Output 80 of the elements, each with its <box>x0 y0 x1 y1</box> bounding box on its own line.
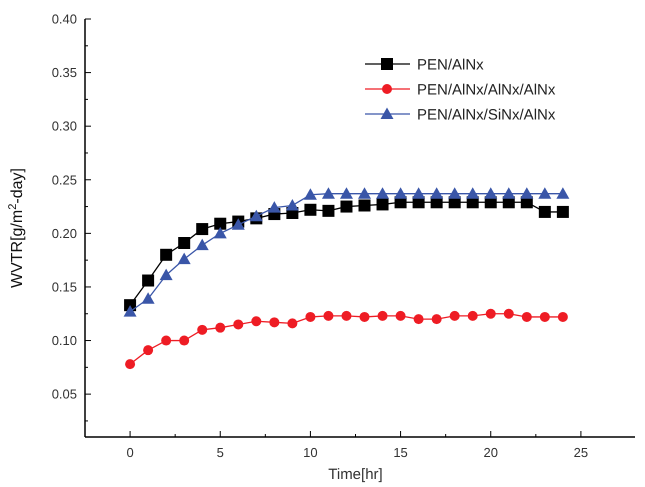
point <box>412 187 426 199</box>
y-tick-label: 0.40 <box>52 12 77 27</box>
x-tick-label: 0 <box>126 445 134 460</box>
point <box>538 206 551 218</box>
point <box>322 187 335 199</box>
point <box>197 324 208 335</box>
y-tick-label: 0.20 <box>52 226 77 241</box>
point <box>340 187 353 199</box>
point <box>358 187 372 199</box>
point <box>322 204 334 217</box>
point <box>268 201 281 213</box>
point <box>124 305 137 317</box>
point <box>269 317 280 328</box>
point <box>522 312 532 322</box>
point <box>215 322 226 333</box>
y-tick-label: 0.25 <box>52 172 77 188</box>
point <box>179 336 190 346</box>
point <box>196 223 208 236</box>
point <box>378 310 388 321</box>
point <box>178 252 191 264</box>
point <box>504 308 514 319</box>
point <box>358 199 371 212</box>
point <box>448 187 462 199</box>
point <box>214 218 226 230</box>
y-tick-label: 0.15 <box>52 280 77 294</box>
point <box>558 312 568 322</box>
point <box>232 218 245 230</box>
y-tick-label: 0.05 <box>52 386 77 402</box>
legend-label: PEN/AlNx/AlNx/AlNx <box>417 81 556 98</box>
point <box>125 359 136 370</box>
point <box>538 187 552 199</box>
point <box>341 310 352 321</box>
point <box>142 274 154 287</box>
point <box>214 226 227 238</box>
point <box>161 336 172 346</box>
point <box>556 206 569 218</box>
x-tick-label: 20 <box>484 445 498 460</box>
point <box>304 188 317 200</box>
point <box>340 200 352 213</box>
legend-label: PEN/AlNx/SiNx/AlNx <box>417 106 556 124</box>
point <box>450 310 460 321</box>
point <box>414 314 424 324</box>
x-axis-title: Time[hr] <box>328 466 383 483</box>
x-tick-label: 25 <box>574 445 588 460</box>
y-tick-label: 0.10 <box>52 333 77 348</box>
point <box>396 310 406 321</box>
point <box>376 187 390 199</box>
point <box>432 314 442 324</box>
point <box>556 187 570 199</box>
point <box>286 198 299 210</box>
point <box>468 310 478 321</box>
point <box>376 198 389 210</box>
legend-label: PEN/AlNx <box>417 56 484 74</box>
point <box>520 187 534 199</box>
point <box>323 310 334 321</box>
point <box>251 316 262 326</box>
point <box>484 187 498 199</box>
point <box>142 292 155 304</box>
point <box>233 319 244 330</box>
point <box>304 204 316 216</box>
point <box>250 210 263 222</box>
point <box>394 187 408 199</box>
point <box>178 237 190 250</box>
point <box>466 187 480 199</box>
x-tick-label: 5 <box>216 445 224 460</box>
x-tick-label: 10 <box>303 445 318 460</box>
point <box>160 268 173 280</box>
point <box>143 345 154 356</box>
point <box>196 238 209 250</box>
x-tick-label: 15 <box>393 445 408 460</box>
point <box>360 312 370 322</box>
point <box>305 312 316 322</box>
point <box>160 248 172 261</box>
point <box>540 312 550 322</box>
point <box>502 187 516 199</box>
point <box>287 318 298 328</box>
y-tick-label: 0.30 <box>52 118 77 134</box>
y-tick-label: 0.35 <box>52 65 77 80</box>
point <box>430 187 444 199</box>
point <box>486 308 496 319</box>
